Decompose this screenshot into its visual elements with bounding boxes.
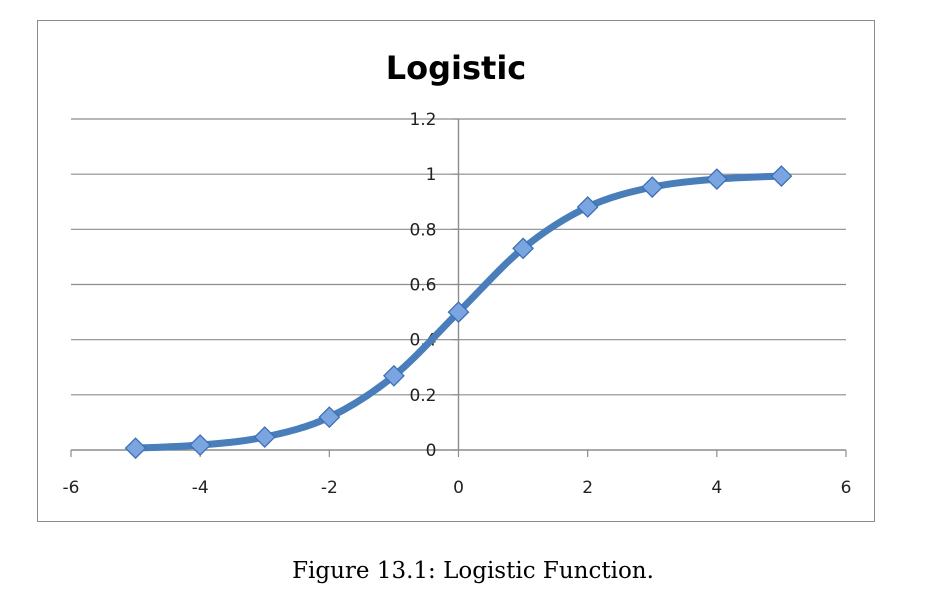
x-tick-label: -2 [321,478,338,498]
x-tick-labels: -6 -4 -2 0 2 4 6 [63,478,852,498]
data-point-marker [382,364,405,387]
chart-frame: Logistic 0 0.2 0.4 0.6 0.8 1 1.2 -6 -4 -2 0 2 4 6 [37,20,875,522]
y-tick-label: 0 [426,441,437,461]
data-point-marker [576,196,599,218]
chart-title: Logistic [386,49,527,87]
data-point-marker [770,165,793,188]
data-point-marker [705,168,728,191]
x-tick-label: -4 [192,478,209,498]
data-point-marker [189,434,212,456]
x-tick-label: 2 [582,478,593,498]
series-logistic [124,165,793,460]
y-tick-label: 1.2 [409,110,436,130]
x-tick-label: 0 [453,478,464,498]
y-tick-label: 0.8 [409,220,436,240]
y-tick-label: 0.2 [409,386,436,406]
x-tick-label: -6 [63,478,80,498]
y-tick-label: 0.6 [409,276,436,296]
data-point-marker [512,237,535,260]
axes [70,118,847,457]
y-tick-labels: 00.20.40.60.811.2 [409,110,436,461]
data-point-marker [318,406,341,429]
chart-svg: Logistic 00.20.40.60.811.2 -6 -4 -2 0 2 4 6 [63,49,852,498]
x-tick-label: 6 [841,478,852,498]
data-point-marker [641,176,664,199]
y-tick-label: 1 [426,165,437,185]
data-point-marker [124,437,147,460]
figure-caption: Figure 13.1: Logistic Function. [292,558,654,584]
data-point-marker [447,301,470,324]
x-tick-label: 4 [711,478,722,498]
data-point-marker [253,426,276,448]
